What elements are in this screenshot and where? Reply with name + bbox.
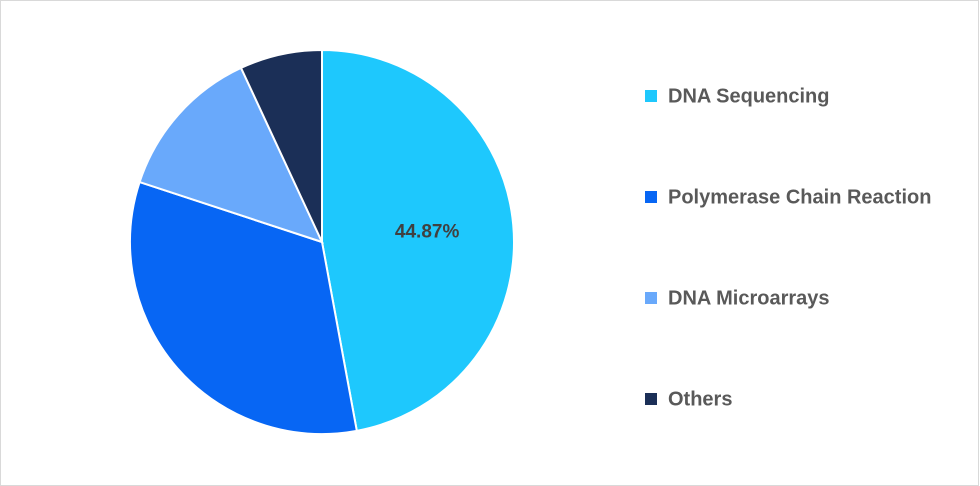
pie-slice	[129, 180, 358, 435]
pie-slice	[321, 48, 515, 432]
pie-slice	[239, 48, 323, 243]
legend-swatch	[645, 191, 657, 203]
legend-label: Polymerase Chain Reaction	[668, 186, 931, 208]
legend-label: DNA Sequencing	[668, 85, 830, 107]
data-label: 44.87%	[395, 221, 460, 242]
legend-swatch	[645, 90, 657, 102]
legend-swatch	[645, 292, 657, 304]
legend-swatch	[645, 393, 657, 405]
legend-label: DNA Microarrays	[668, 287, 830, 309]
legend-label: Others	[668, 388, 732, 410]
pie-slice	[138, 66, 324, 244]
